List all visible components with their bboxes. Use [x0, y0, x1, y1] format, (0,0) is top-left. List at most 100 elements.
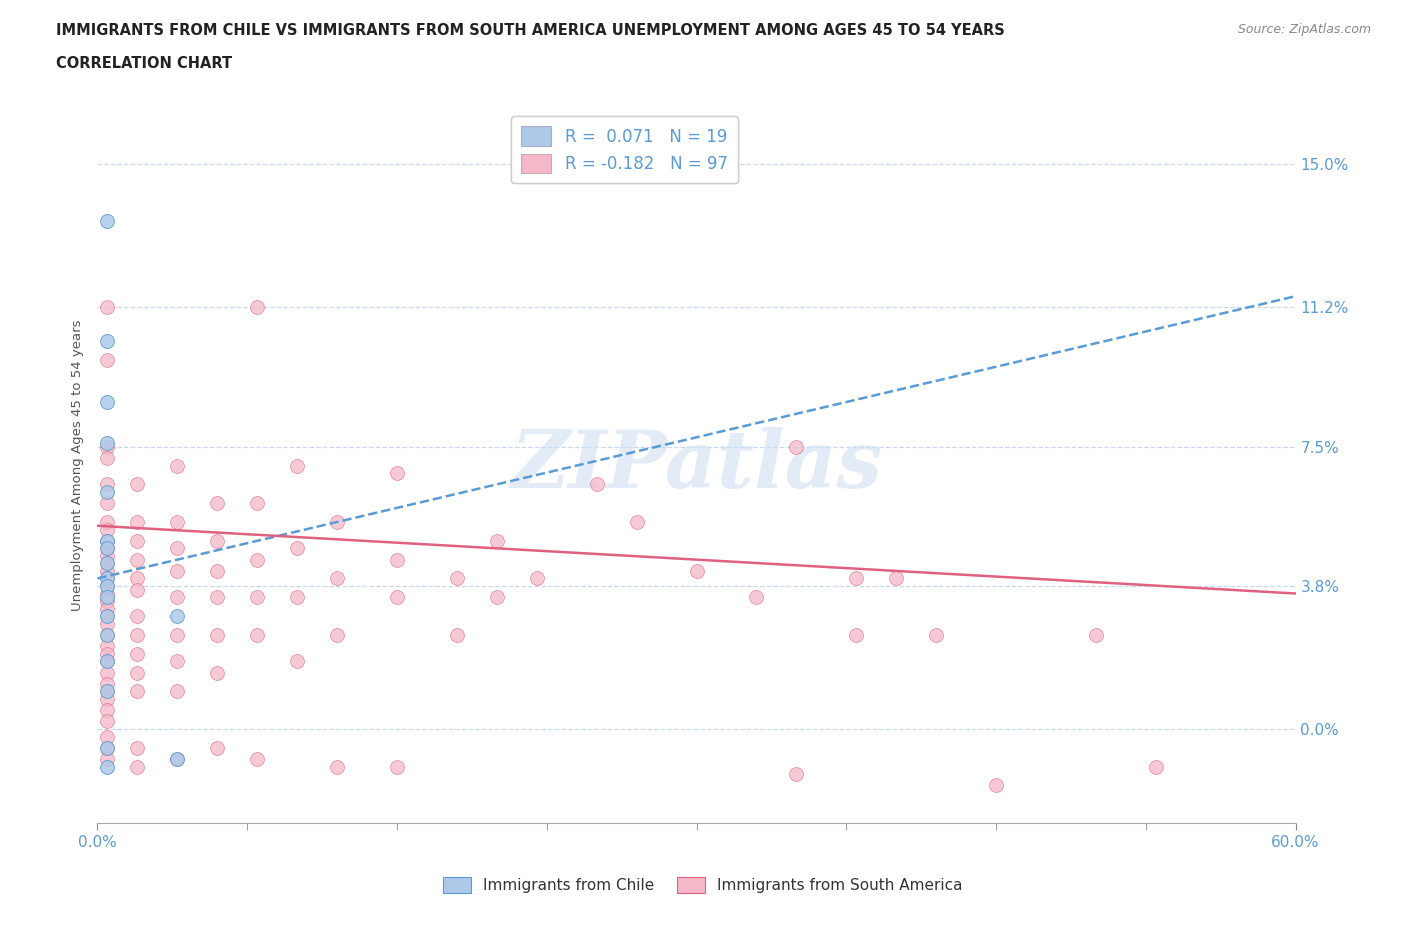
Point — [96, 665, 118, 680]
Point — [385, 552, 408, 567]
Point — [96, 477, 118, 492]
Point — [96, 578, 118, 593]
Point — [884, 571, 907, 586]
Point — [127, 608, 149, 623]
Point — [127, 665, 149, 680]
Text: ZIPatlas: ZIPatlas — [510, 427, 883, 504]
Point — [925, 628, 948, 643]
Point — [845, 571, 868, 586]
Text: CORRELATION CHART: CORRELATION CHART — [56, 56, 232, 71]
Point — [96, 608, 118, 623]
Point — [446, 571, 468, 586]
Point — [96, 394, 118, 409]
Point — [127, 571, 149, 586]
Point — [745, 590, 768, 604]
Point — [96, 534, 118, 549]
Point — [127, 477, 149, 492]
Point — [96, 729, 118, 744]
Point — [96, 628, 118, 643]
Point — [385, 759, 408, 774]
Point — [96, 439, 118, 454]
Point — [96, 556, 118, 571]
Point — [246, 496, 269, 511]
Legend: Immigrants from Chile, Immigrants from South America: Immigrants from Chile, Immigrants from S… — [437, 870, 969, 899]
Point — [127, 759, 149, 774]
Point — [166, 628, 188, 643]
Point — [326, 759, 349, 774]
Point — [127, 646, 149, 661]
Point — [96, 549, 118, 564]
Point — [246, 751, 269, 766]
Text: IMMIGRANTS FROM CHILE VS IMMIGRANTS FROM SOUTH AMERICA UNEMPLOYMENT AMONG AGES 4: IMMIGRANTS FROM CHILE VS IMMIGRANTS FROM… — [56, 23, 1005, 38]
Point — [96, 522, 118, 537]
Point — [207, 628, 229, 643]
Point — [485, 534, 508, 549]
Point — [127, 534, 149, 549]
Point — [326, 514, 349, 529]
Point — [285, 590, 308, 604]
Point — [96, 334, 118, 349]
Point — [246, 300, 269, 315]
Point — [127, 684, 149, 698]
Point — [96, 740, 118, 755]
Point — [96, 646, 118, 661]
Point — [96, 751, 118, 766]
Point — [207, 496, 229, 511]
Point — [785, 766, 807, 781]
Point — [485, 590, 508, 604]
Point — [984, 778, 1007, 793]
Point — [285, 541, 308, 556]
Point — [526, 571, 548, 586]
Point — [127, 740, 149, 755]
Point — [96, 691, 118, 706]
Legend: R =  0.071   N = 19, R = -0.182   N = 97: R = 0.071 N = 19, R = -0.182 N = 97 — [512, 116, 738, 183]
Point — [166, 514, 188, 529]
Point — [685, 564, 707, 578]
Point — [207, 564, 229, 578]
Point — [96, 601, 118, 616]
Point — [285, 458, 308, 473]
Point — [96, 608, 118, 623]
Point — [326, 628, 349, 643]
Point — [246, 590, 269, 604]
Point — [166, 751, 188, 766]
Point — [446, 628, 468, 643]
Y-axis label: Unemployment Among Ages 45 to 54 years: Unemployment Among Ages 45 to 54 years — [72, 320, 84, 611]
Point — [207, 590, 229, 604]
Point — [127, 582, 149, 597]
Point — [96, 564, 118, 578]
Point — [96, 703, 118, 718]
Point — [166, 654, 188, 669]
Point — [96, 759, 118, 774]
Point — [96, 534, 118, 549]
Point — [166, 608, 188, 623]
Point — [96, 714, 118, 729]
Point — [626, 514, 648, 529]
Point — [96, 590, 118, 604]
Point — [96, 571, 118, 586]
Point — [845, 628, 868, 643]
Point — [96, 676, 118, 691]
Point — [96, 654, 118, 669]
Point — [166, 684, 188, 698]
Point — [96, 639, 118, 654]
Point — [127, 552, 149, 567]
Point — [96, 496, 118, 511]
Point — [127, 628, 149, 643]
Point — [96, 628, 118, 643]
Point — [96, 514, 118, 529]
Point — [96, 571, 118, 586]
Point — [96, 541, 118, 556]
Point — [96, 300, 118, 315]
Point — [96, 578, 118, 593]
Point — [96, 352, 118, 367]
Point — [246, 628, 269, 643]
Point — [326, 571, 349, 586]
Point — [96, 541, 118, 556]
Point — [207, 665, 229, 680]
Point — [246, 552, 269, 567]
Point — [96, 684, 118, 698]
Point — [96, 654, 118, 669]
Point — [785, 439, 807, 454]
Point — [96, 593, 118, 608]
